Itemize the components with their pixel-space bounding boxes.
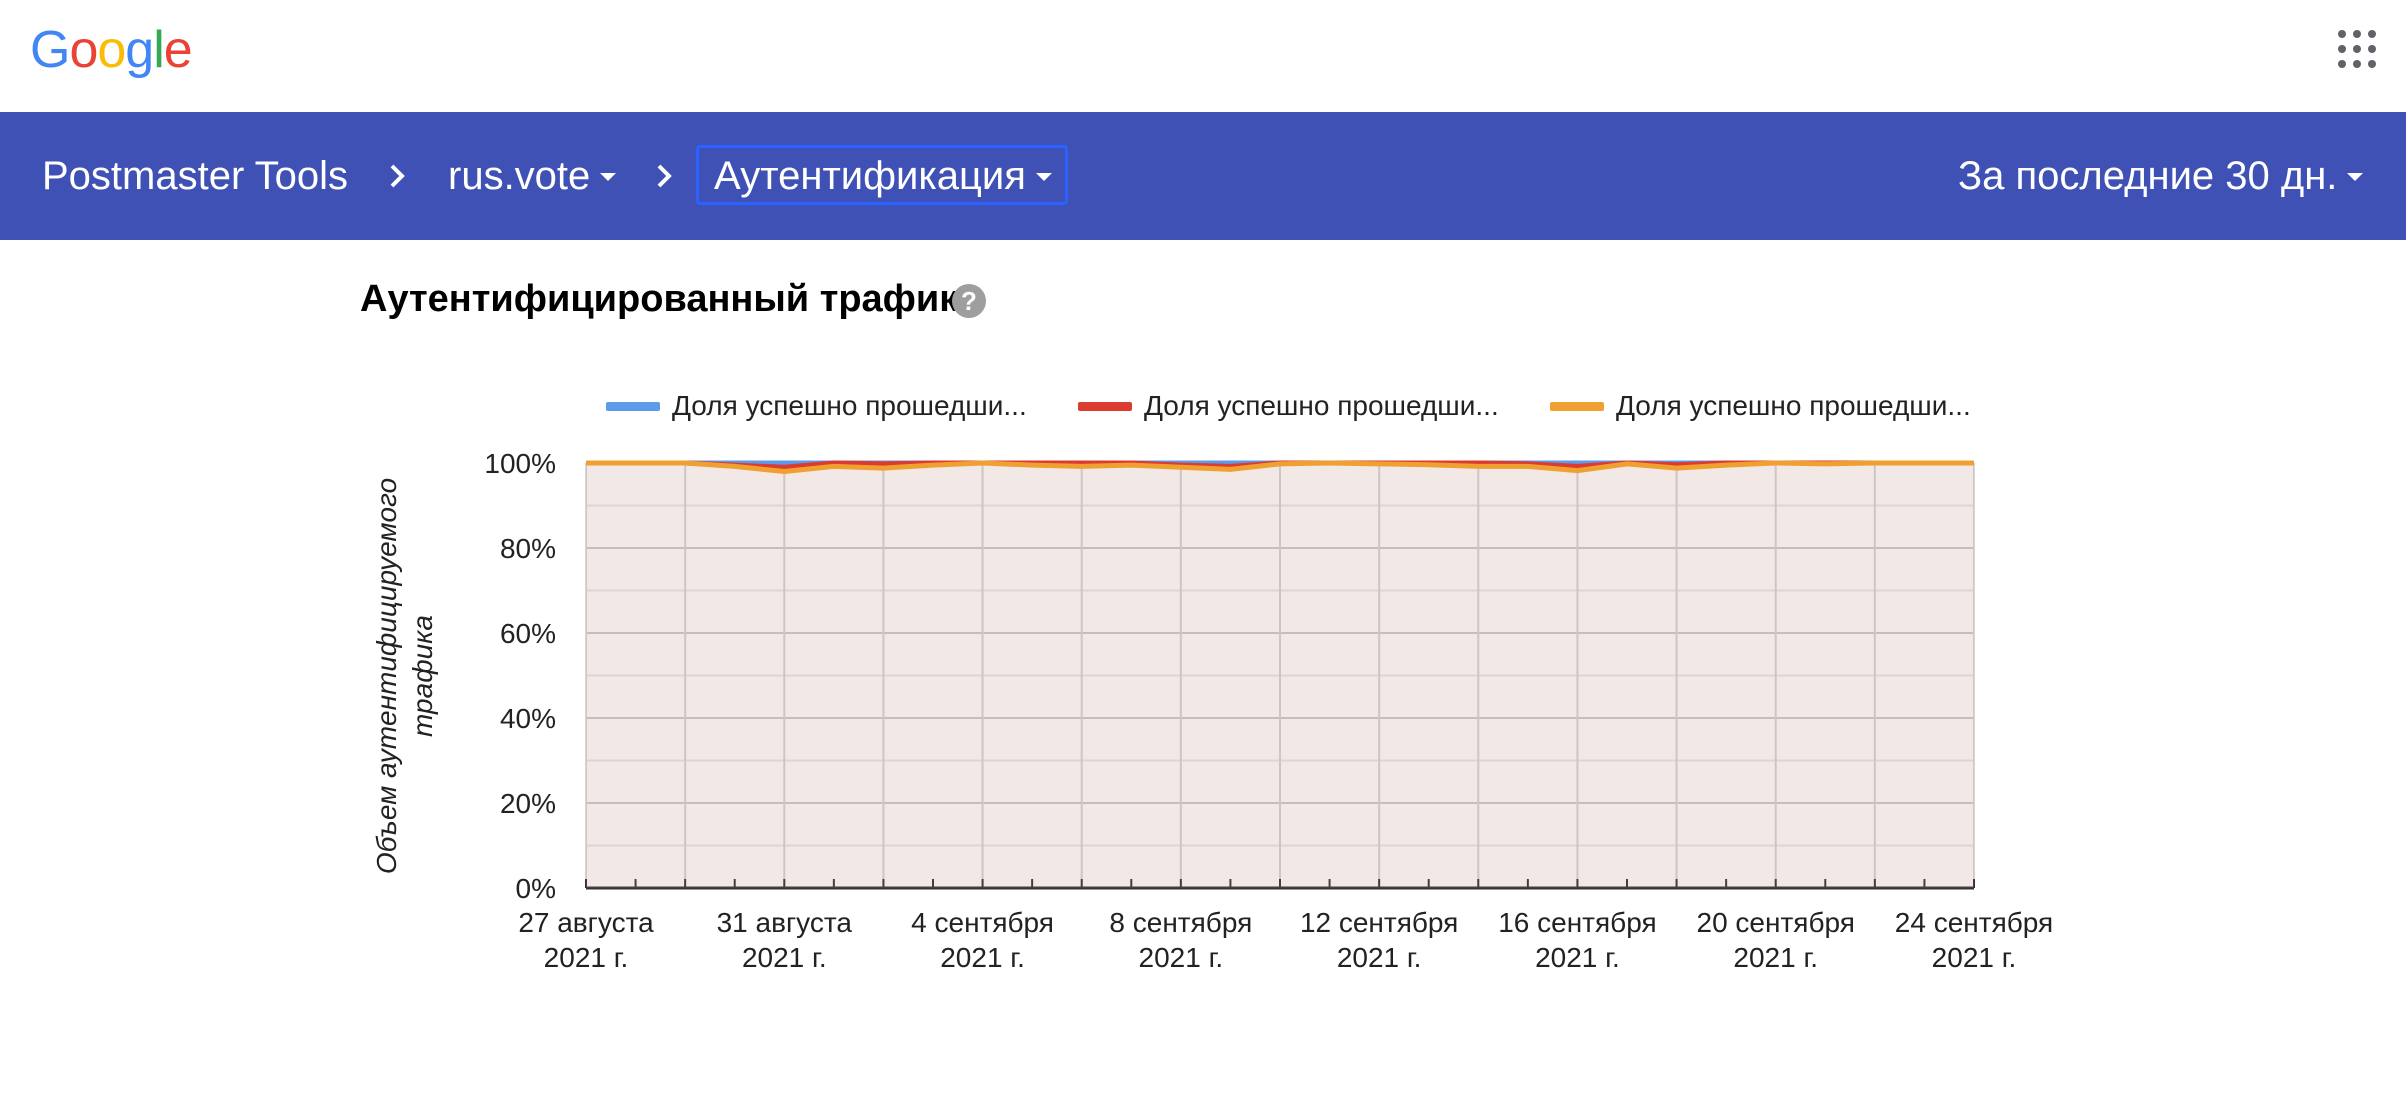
domain-dropdown[interactable]: rus.vote bbox=[448, 112, 617, 240]
product-name-link[interactable]: Postmaster Tools bbox=[42, 112, 348, 240]
section-dropdown-focus-ring bbox=[696, 145, 1068, 205]
x-tick-label: 2021 г. bbox=[1733, 942, 1818, 973]
x-tick-label: 2021 г. bbox=[940, 942, 1025, 973]
x-tick-label: 4 сентября bbox=[911, 907, 1054, 938]
top-bar: Google bbox=[0, 0, 2406, 112]
series-area bbox=[586, 463, 1974, 888]
x-tick-label: 2021 г. bbox=[1932, 942, 2017, 973]
caret-down-icon bbox=[1035, 173, 1052, 181]
chevron-right-icon bbox=[387, 112, 409, 240]
logo-letter: G bbox=[30, 21, 70, 79]
logo-letter: o bbox=[97, 21, 126, 79]
date-range-dropdown[interactable]: За последние 30 дн. bbox=[1958, 112, 2364, 240]
x-tick-label: 2021 г. bbox=[1535, 942, 1620, 973]
x-tick-label: 2021 г. bbox=[1139, 942, 1224, 973]
logo-letter: g bbox=[125, 21, 154, 79]
series-line bbox=[586, 460, 1974, 474]
domain-label: rus.vote bbox=[448, 153, 591, 198]
section-label: Аутентификация bbox=[714, 153, 1026, 198]
apps-grid-icon[interactable] bbox=[2338, 30, 2376, 68]
x-tick-label: 24 сентября bbox=[1895, 907, 2053, 938]
y-tick-label: 20% bbox=[500, 788, 556, 819]
x-tick-label: 2021 г. bbox=[1337, 942, 1422, 973]
chevron-right-icon bbox=[654, 112, 676, 240]
x-tick-label: 16 сентября bbox=[1498, 907, 1656, 938]
legend-item: Доля успешно прошедши... bbox=[1550, 388, 1971, 424]
chart-title: Аутентифицированный трафик bbox=[360, 278, 959, 320]
legend-swatch bbox=[1550, 401, 1604, 411]
legend-item: Доля успешно прошедши... bbox=[606, 388, 1027, 424]
y-axis-label: трафика bbox=[407, 615, 438, 737]
y-tick-label: 80% bbox=[500, 533, 556, 564]
series-area bbox=[586, 463, 1974, 888]
legend-label: Доля успешно прошедши... bbox=[1144, 390, 1499, 421]
x-tick-label: 31 августа bbox=[717, 907, 853, 938]
logo-letter: l bbox=[153, 21, 165, 79]
legend-item: Доля успешно прошедши... bbox=[1078, 388, 1499, 424]
breadcrumb-bar: Postmaster Tools rus.vote Аутентификация… bbox=[0, 112, 2406, 240]
y-tick-label: 40% bbox=[500, 703, 556, 734]
legend-swatch bbox=[1078, 401, 1132, 411]
x-tick-label: 2021 г. bbox=[544, 942, 629, 973]
caret-down-icon bbox=[2347, 173, 2364, 181]
logo-letter: e bbox=[163, 21, 193, 79]
x-tick-label: 12 сентября bbox=[1300, 907, 1458, 938]
y-axis-label: Объем аутентифицируемого bbox=[371, 478, 402, 874]
date-range-label: За последние 30 дн. bbox=[1958, 153, 2338, 198]
legend-label: Доля успешно прошедши... bbox=[1616, 390, 1971, 421]
legend-label: Доля успешно прошедши... bbox=[672, 390, 1027, 421]
x-tick-label: 8 сентября bbox=[1109, 907, 1252, 938]
x-tick-label: 2021 г. bbox=[742, 942, 827, 973]
legend-swatch bbox=[606, 401, 660, 411]
x-tick-label: 20 сентября bbox=[1697, 907, 1855, 938]
help-icon[interactable]: ? bbox=[952, 284, 986, 318]
y-tick-label: 100% bbox=[484, 448, 556, 479]
series-area bbox=[586, 463, 1974, 888]
logo-letter: o bbox=[69, 21, 98, 79]
google-logo[interactable]: Google bbox=[30, 20, 193, 80]
y-tick-label: 60% bbox=[500, 618, 556, 649]
caret-down-icon bbox=[600, 173, 617, 181]
product-name: Postmaster Tools bbox=[42, 153, 349, 198]
y-tick-label: 0% bbox=[516, 873, 556, 904]
x-tick-label: 27 августа bbox=[518, 907, 654, 938]
section-dropdown[interactable]: Аутентификация bbox=[714, 112, 1052, 240]
